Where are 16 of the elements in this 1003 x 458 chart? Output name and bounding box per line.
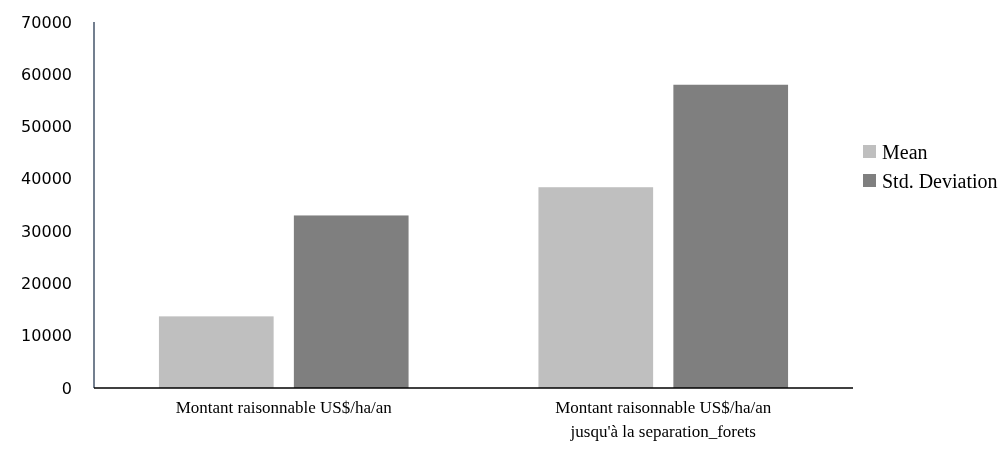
bar [158,316,274,388]
x-tick-label: Montant raisonnable US$/ha/an [175,398,393,417]
legend-label: Mean [882,141,928,163]
bar [538,187,654,388]
y-tick-label: 50000 [21,117,72,137]
y-tick-label: 60000 [21,64,72,84]
y-tick-label: 20000 [21,274,72,294]
x-tick-label: Montant raisonnable US$/ha/an jusqu'à la separation_forets [555,398,772,441]
y-tick-label: 0 [61,378,72,398]
y-tick-label: 30000 [21,221,72,241]
legend-label: Std. Deviation [882,170,998,192]
bar [673,84,789,388]
y-tick-label: 70000 [21,12,72,32]
bar [293,215,409,388]
y-tick-label: 40000 [21,169,72,189]
y-tick-label: 10000 [21,326,72,346]
